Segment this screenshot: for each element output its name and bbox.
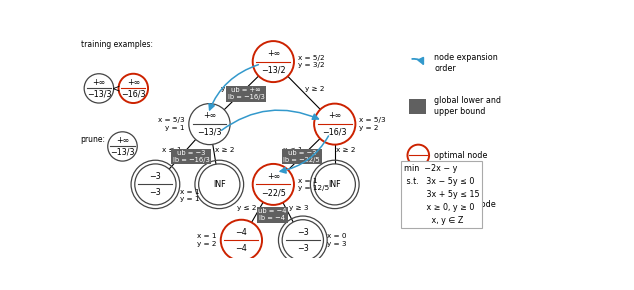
Text: x = 1
y = 12/5: x = 1 y = 12/5 — [298, 178, 329, 191]
Ellipse shape — [314, 104, 356, 145]
Text: +∞: +∞ — [127, 78, 140, 87]
Text: y ≤ 2: y ≤ 2 — [237, 205, 256, 211]
Ellipse shape — [314, 164, 356, 205]
Text: −16/3: −16/3 — [121, 90, 146, 99]
Text: ub = +∞
lb = −16/3: ub = +∞ lb = −16/3 — [228, 88, 264, 100]
Ellipse shape — [282, 220, 323, 261]
Ellipse shape — [253, 41, 294, 82]
Text: y ≥ 2: y ≥ 2 — [305, 86, 325, 92]
Text: +∞: +∞ — [203, 111, 216, 120]
Text: x = 5/3
y = 1: x = 5/3 y = 1 — [158, 117, 185, 131]
Text: −22/5: −22/5 — [261, 188, 286, 197]
Text: x ≤ 1: x ≤ 1 — [283, 147, 303, 153]
Text: fathomed node: fathomed node — [434, 200, 496, 209]
Text: optimal node: optimal node — [434, 151, 488, 160]
Text: prune:: prune: — [81, 135, 106, 144]
Text: training examples:: training examples: — [81, 40, 153, 49]
FancyBboxPatch shape — [409, 99, 426, 113]
Ellipse shape — [119, 74, 148, 103]
Text: −16/3: −16/3 — [323, 128, 347, 137]
Text: ub = −3
lb = −16/3: ub = −3 lb = −16/3 — [173, 150, 210, 163]
Text: +∞: +∞ — [267, 172, 280, 181]
Text: x ≥ 2: x ≥ 2 — [216, 147, 235, 153]
Text: INF: INF — [328, 180, 341, 189]
Text: x = 5/2
y = 3/2: x = 5/2 y = 3/2 — [298, 55, 325, 68]
Text: +∞: +∞ — [267, 49, 280, 58]
Text: ub = −3
lb = −22/5: ub = −3 lb = −22/5 — [283, 150, 320, 163]
Text: −4: −4 — [235, 228, 247, 237]
Ellipse shape — [135, 164, 176, 205]
Ellipse shape — [84, 74, 113, 103]
Text: x ≥ 2: x ≥ 2 — [336, 147, 355, 153]
Text: <: < — [112, 84, 120, 93]
Text: INF: INF — [213, 180, 226, 189]
Text: x ≤ 1: x ≤ 1 — [162, 147, 181, 153]
Text: +∞: +∞ — [116, 136, 129, 145]
Ellipse shape — [221, 220, 262, 261]
Text: −3: −3 — [150, 188, 161, 197]
Ellipse shape — [108, 132, 137, 161]
Text: x = 0
y = 3: x = 0 y = 3 — [327, 233, 347, 247]
Text: −4: −4 — [235, 244, 247, 253]
Text: y ≤ 1: y ≤ 1 — [221, 86, 240, 92]
Ellipse shape — [408, 194, 429, 215]
Ellipse shape — [189, 104, 230, 145]
Text: x = 1
y = 2: x = 1 y = 2 — [197, 233, 217, 247]
Text: −13/3: −13/3 — [197, 128, 222, 137]
Text: −3: −3 — [150, 172, 161, 181]
Text: global lower and
upper bound: global lower and upper bound — [434, 96, 501, 116]
Text: −13/3: −13/3 — [87, 90, 111, 99]
Text: x = 1
y = 1: x = 1 y = 1 — [180, 189, 200, 202]
Text: +∞: +∞ — [328, 111, 341, 120]
Text: ub = −4
lb = −4: ub = −4 lb = −4 — [258, 208, 287, 221]
Ellipse shape — [408, 145, 429, 166]
Text: x = 5/3
y = 2: x = 5/3 y = 2 — [359, 117, 386, 131]
Text: min  −2x − y
 s.t.   3x − 5y ≤ 0
         3x + 5y ≤ 15
         x ≥ 0, y ≥ 0
   : min −2x − y s.t. 3x − 5y ≤ 0 3x + 5y ≤ 1… — [404, 164, 479, 225]
Ellipse shape — [198, 164, 240, 205]
Ellipse shape — [253, 164, 294, 205]
Text: y ≥ 3: y ≥ 3 — [289, 205, 309, 211]
Text: −13/2: −13/2 — [261, 65, 286, 74]
Text: +∞: +∞ — [93, 78, 105, 87]
Text: node expansion
order: node expansion order — [434, 53, 498, 73]
Text: −3: −3 — [297, 244, 309, 253]
Text: −3: −3 — [297, 228, 309, 237]
Text: −13/3: −13/3 — [110, 148, 135, 157]
